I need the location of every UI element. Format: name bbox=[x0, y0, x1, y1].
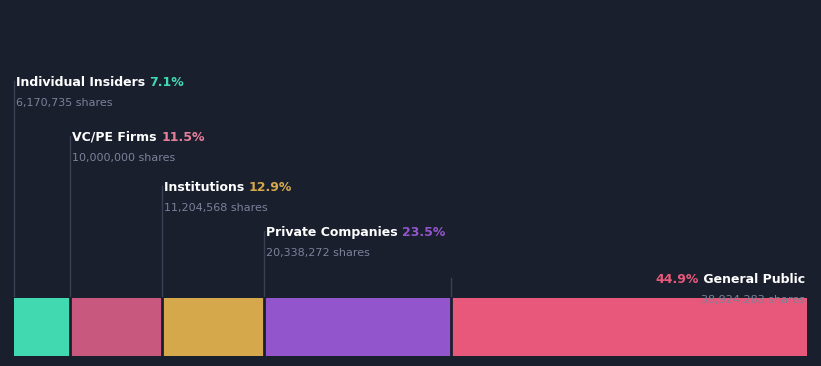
Text: 11,204,568 shares: 11,204,568 shares bbox=[163, 203, 268, 213]
Text: 10,000,000 shares: 10,000,000 shares bbox=[72, 153, 176, 163]
Text: Institutions: Institutions bbox=[163, 181, 248, 194]
Text: 7.1%: 7.1% bbox=[149, 76, 184, 89]
Bar bbox=[264, 298, 451, 356]
Text: 11.5%: 11.5% bbox=[161, 131, 204, 144]
Bar bbox=[451, 298, 807, 356]
Text: VC/PE Firms: VC/PE Firms bbox=[72, 131, 161, 144]
Text: Private Companies: Private Companies bbox=[266, 226, 402, 239]
Text: 44.9%: 44.9% bbox=[655, 273, 699, 286]
Bar bbox=[162, 298, 264, 356]
Bar bbox=[14, 298, 71, 356]
Text: Individual Insiders: Individual Insiders bbox=[16, 76, 149, 89]
Bar bbox=[71, 298, 162, 356]
Text: 20,338,272 shares: 20,338,272 shares bbox=[266, 248, 370, 258]
Text: General Public: General Public bbox=[699, 273, 805, 286]
Text: 38,924,283 shares: 38,924,283 shares bbox=[701, 295, 805, 305]
Text: 6,170,735 shares: 6,170,735 shares bbox=[16, 98, 112, 108]
Text: 12.9%: 12.9% bbox=[248, 181, 291, 194]
Text: 23.5%: 23.5% bbox=[402, 226, 446, 239]
